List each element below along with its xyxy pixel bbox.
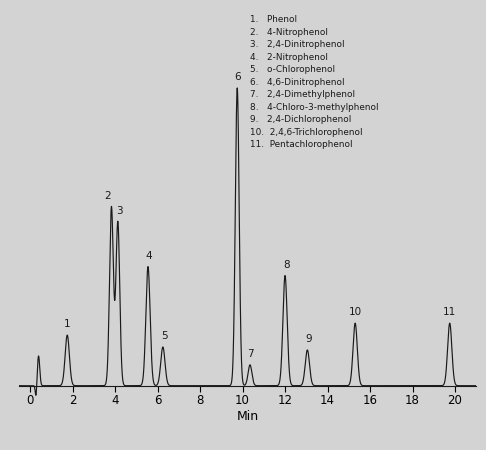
Text: 6: 6 (234, 72, 241, 82)
Text: 8: 8 (283, 260, 290, 270)
Text: 4: 4 (146, 251, 153, 261)
Text: 3: 3 (117, 206, 123, 216)
Text: 1: 1 (64, 319, 70, 329)
Text: 5: 5 (162, 331, 168, 341)
Text: 11: 11 (443, 307, 456, 317)
Text: 9: 9 (305, 334, 312, 344)
Text: 7: 7 (247, 349, 253, 359)
Text: 10: 10 (348, 307, 362, 317)
Text: 1.   Phenol
2.   4-Nitrophenol
3.   2,4-Dinitrophenol
4.   2-Nitrophenol
5.   o-: 1. Phenol 2. 4-Nitrophenol 3. 2,4-Dinitr… (250, 15, 379, 149)
X-axis label: Min: Min (237, 410, 259, 423)
Text: 2: 2 (104, 191, 111, 201)
